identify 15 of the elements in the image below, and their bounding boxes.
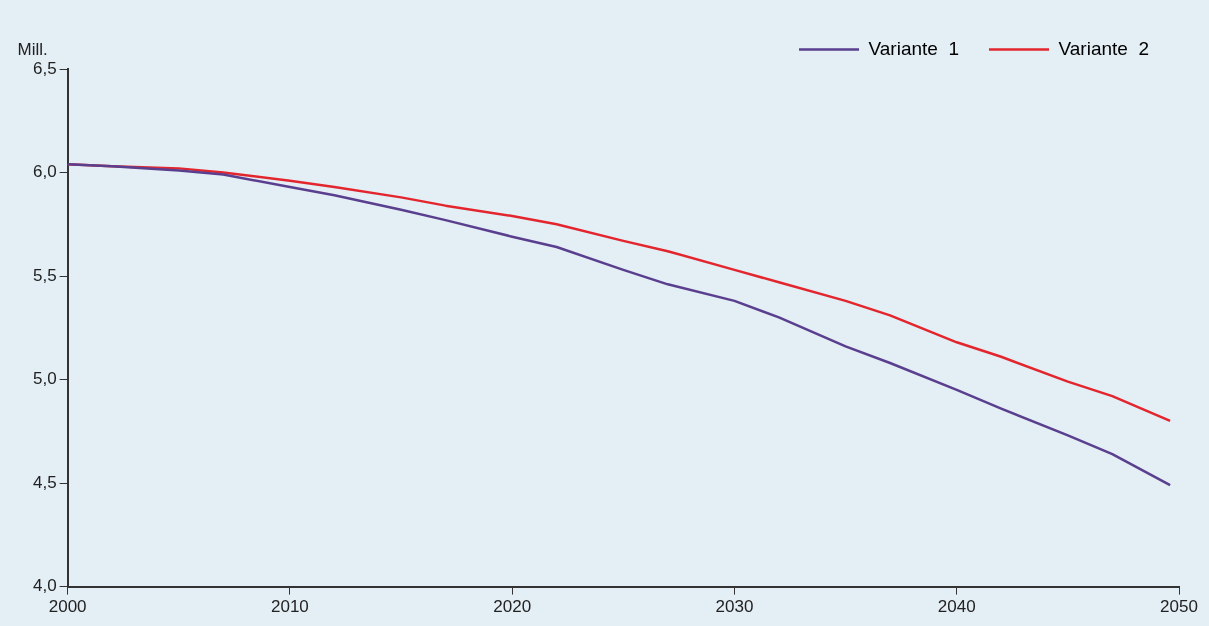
y-tick-label: 5,5 bbox=[32, 265, 57, 285]
y-tick-label: 5,0 bbox=[32, 369, 57, 389]
x-tick-label: 2010 bbox=[270, 597, 309, 617]
x-tick-label: 2040 bbox=[937, 597, 976, 617]
x-tick-label: 2050 bbox=[1160, 597, 1198, 617]
y-tick-label: 6,0 bbox=[32, 162, 57, 182]
legend-label: Variante 2 bbox=[1058, 37, 1149, 59]
y-tick-label: 4,5 bbox=[32, 472, 57, 492]
y-axis-title: Mill. bbox=[17, 40, 48, 60]
x-tick-label: 2000 bbox=[48, 597, 87, 617]
legend-label: Variante 1 bbox=[868, 37, 960, 59]
x-tick-label: 2030 bbox=[715, 597, 754, 617]
y-tick-label: 6,5 bbox=[32, 58, 57, 78]
y-tick-label: 4,0 bbox=[32, 576, 57, 596]
x-tick-label: 2020 bbox=[493, 597, 532, 617]
